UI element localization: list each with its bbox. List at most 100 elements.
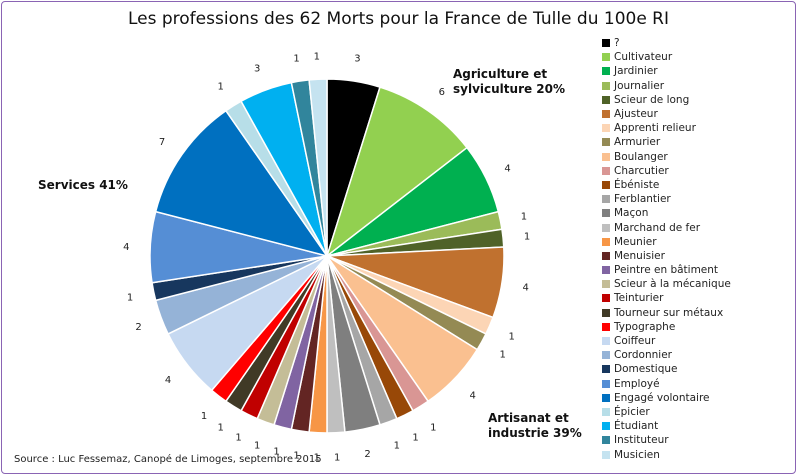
legend-label: Journalier (614, 79, 665, 92)
legend-swatch (602, 436, 610, 445)
pie-slice-cultivateur (325, 86, 469, 259)
legend-item-menuisier: Menuisier (602, 249, 731, 263)
value-label-scieur-a-la-mecanique: 1 (254, 441, 260, 452)
legend-swatch (602, 81, 610, 90)
legend-item-employe: Employé (602, 377, 731, 391)
legend-swatch (602, 308, 610, 317)
value-label-instituteur: 1 (293, 53, 299, 64)
legend-item-marchand-de-fer: Marchand de fer (602, 220, 731, 234)
legend-item-journalier: Journalier (602, 79, 731, 93)
legend-item-boulanger: Boulanger (602, 150, 731, 164)
legend-label: Coiffeur (614, 335, 656, 348)
legend-item-scieur-de-long: Scieur de long (602, 93, 731, 107)
legend-swatch (602, 223, 610, 232)
legend-swatch (602, 110, 610, 119)
legend-swatch (602, 322, 610, 331)
value-label-boulanger: 4 (470, 391, 476, 402)
legend-item-cultivateur: Cultivateur (602, 50, 731, 64)
legend-item-teinturier: Teinturier (602, 291, 731, 305)
value-label-ebeniste: 1 (412, 433, 418, 444)
value-label-unknown: 3 (354, 53, 360, 64)
legend-swatch (602, 280, 610, 289)
legend-item-charcutier: Charcutier (602, 164, 731, 178)
pie-slice-engage-volontaire (154, 109, 329, 258)
source-note: Source : Luc Fessemaz, Canopé de Limoges… (14, 454, 322, 465)
legend-label: Jardinier (614, 65, 658, 78)
legend-label: Peintre en bâtiment (614, 264, 719, 277)
legend-item-apprenti-relieur: Apprenti relieur (602, 121, 731, 135)
group-label-agriculture-line-1: Agriculture et (453, 67, 548, 81)
legend-label: Ébéniste (614, 178, 660, 191)
pie-slice-musicien (308, 78, 328, 257)
value-label-cultivateur: 6 (439, 87, 445, 98)
legend-item-etudiant: Étudiant (602, 419, 731, 433)
legend-swatch (602, 39, 610, 48)
legend-swatch (602, 422, 610, 431)
value-label-peintre-en-batiment: 1 (273, 447, 279, 458)
legend-swatch (602, 180, 610, 189)
legend-label: Engagé volontaire (614, 391, 710, 404)
legend-label: Charcutier (614, 164, 669, 177)
legend-swatch (602, 95, 610, 104)
legend-item-tourneur-sur-metaux: Tourneur sur métaux (602, 306, 731, 320)
legend-label: Maçon (614, 207, 649, 220)
legend-label: Ferblantier (614, 193, 671, 206)
legend-item-ferblantier: Ferblantier (602, 192, 731, 206)
legend-label: Armurier (614, 136, 661, 149)
value-label-meunier: 1 (314, 453, 320, 464)
legend-swatch (602, 407, 610, 416)
legend-swatch (602, 237, 610, 246)
value-label-cordonnier: 2 (135, 322, 141, 333)
value-label-marchand-de-fer: 1 (334, 453, 340, 464)
value-label-ajusteur: 4 (523, 282, 529, 293)
legend-swatch (602, 195, 610, 204)
group-label-services: Services 41% (38, 178, 128, 193)
chart-legend: ? Cultivateur Jardinier Journalier Scieur de… (602, 36, 731, 462)
value-label-domestique: 1 (127, 293, 133, 304)
legend-item-instituteur: Instituteur (602, 433, 731, 447)
legend-label: Cultivateur (614, 51, 673, 64)
value-label-ferblantier: 1 (394, 441, 400, 452)
legend-swatch (602, 152, 610, 161)
legend-swatch (602, 351, 610, 360)
value-label-typographe: 1 (201, 411, 207, 422)
legend-swatch (602, 67, 610, 76)
group-label-agriculture-line-2: sylviculture 20% (453, 82, 566, 96)
legend-label: Scieur de long (614, 93, 690, 106)
legend-swatch (602, 379, 610, 388)
legend-swatch (602, 53, 610, 62)
legend-item-jardinier: Jardinier (602, 64, 731, 78)
legend-item-ebeniste: Ébéniste (602, 178, 731, 192)
legend-label: Cordonnier (614, 349, 672, 362)
legend-swatch (602, 337, 610, 346)
legend-swatch (602, 294, 610, 303)
value-label-macon: 2 (364, 449, 370, 460)
legend-swatch (602, 393, 610, 402)
legend-item-domestique: Domestique (602, 362, 731, 376)
legend-item-unknown: ? (602, 36, 731, 50)
value-label-apprenti-relieur: 1 (509, 331, 515, 342)
value-label-armurier: 1 (500, 350, 506, 361)
value-label-teinturier: 1 (235, 433, 241, 444)
legend-label: Boulanger (614, 150, 668, 163)
legend-label: Meunier (614, 235, 657, 248)
legend-label: Instituteur (614, 434, 669, 447)
legend-label: ? (614, 37, 620, 50)
legend-label: Marchand de fer (614, 221, 701, 234)
legend-label: Domestique (614, 363, 678, 376)
legend-item-ajusteur: Ajusteur (602, 107, 731, 121)
value-label-journalier: 1 (521, 212, 527, 223)
value-label-tourneur-sur-metaux: 1 (218, 423, 224, 434)
legend-swatch (602, 450, 610, 459)
value-label-epicier: 1 (218, 81, 224, 92)
group-label-artisanat-line-1: Artisanat et (488, 411, 569, 425)
group-label-artisanat-line-2: industrie 39% (488, 426, 582, 440)
legend-item-epicier: Épicier (602, 405, 731, 419)
legend-item-coiffeur: Coiffeur (602, 334, 731, 348)
legend-label: Teinturier (614, 292, 664, 305)
group-label-services-line-1: Services 41% (38, 178, 128, 192)
legend-label: Apprenti relieur (614, 122, 696, 135)
value-label-scieur-de-long: 1 (524, 232, 530, 243)
legend-label: Musicien (614, 448, 660, 461)
group-label-agriculture: Agriculture et sylviculture 20% (453, 67, 565, 97)
